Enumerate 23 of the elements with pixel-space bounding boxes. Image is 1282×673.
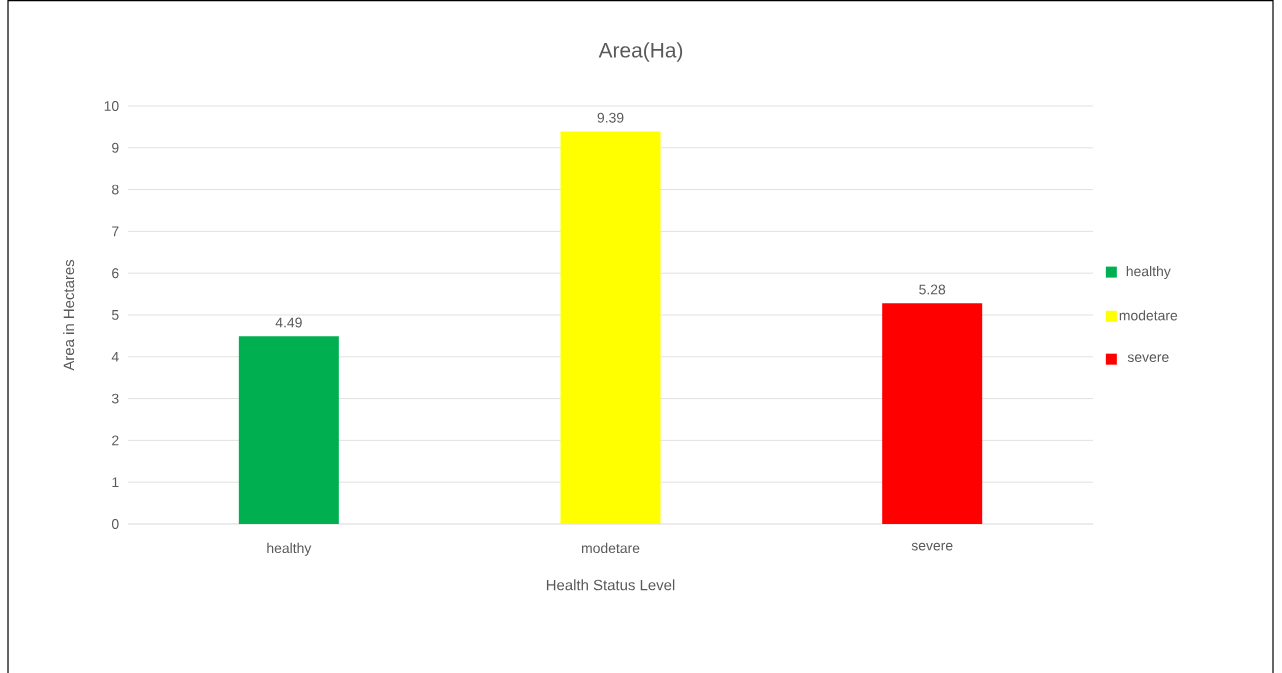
y-tick-label: 0 (111, 519, 119, 529)
y-tick-label: 4 (111, 351, 119, 362)
data-label: 9.39 (597, 112, 624, 123)
legend-label: severe (1127, 354, 1169, 363)
y-tick-label: 10 (104, 101, 119, 111)
y-tick-label: 1 (112, 477, 119, 487)
data-label: 4.49 (275, 317, 302, 328)
y-tick-label: 3 (111, 393, 119, 404)
y-tick-label: 5 (111, 310, 119, 320)
y-tick-label: 8 (112, 184, 119, 195)
legend-label: modetare (1119, 310, 1178, 321)
x-tick-label: healthy (267, 542, 312, 556)
y-tick-label: 6 (112, 268, 119, 279)
legend-label: healthy (1126, 266, 1171, 279)
chart-title: Area(Ha) (598, 42, 683, 62)
y-tick-label: 7 (112, 226, 119, 237)
y-tick-label: 9 (112, 142, 119, 153)
x-tick-label: modetare (581, 542, 640, 554)
x-axis-title: Health Status Level (546, 579, 675, 591)
data-label: 5.28 (919, 284, 946, 295)
y-axis-title: Area in Hectares (63, 259, 75, 371)
y-tick-label: 2 (112, 435, 119, 446)
x-tick-label: severe (911, 542, 953, 551)
